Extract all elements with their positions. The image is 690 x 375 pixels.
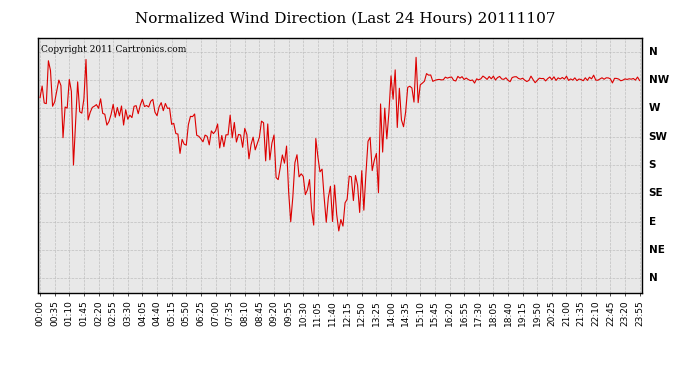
Text: S: S	[649, 160, 656, 170]
Text: N: N	[649, 46, 658, 57]
Text: NW: NW	[649, 75, 669, 85]
Text: NE: NE	[649, 245, 664, 255]
Text: N: N	[649, 273, 658, 284]
Text: SW: SW	[649, 132, 668, 142]
Text: Normalized Wind Direction (Last 24 Hours) 20111107: Normalized Wind Direction (Last 24 Hours…	[135, 11, 555, 25]
Text: Copyright 2011 Cartronics.com: Copyright 2011 Cartronics.com	[41, 45, 186, 54]
Text: SE: SE	[649, 188, 663, 198]
Text: W: W	[649, 104, 660, 113]
Text: E: E	[649, 217, 655, 226]
